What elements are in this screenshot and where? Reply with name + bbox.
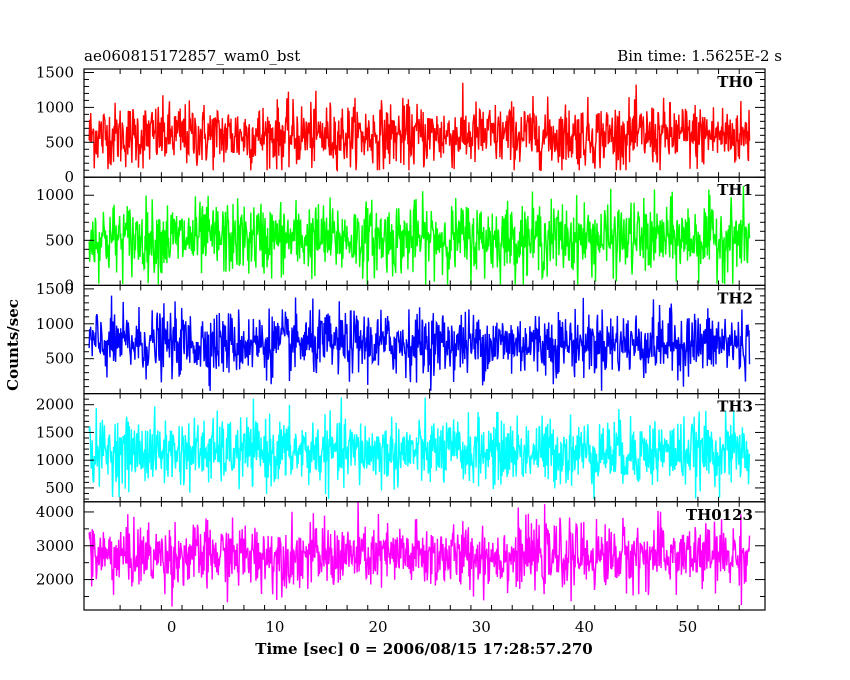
series-th0-line <box>88 82 751 173</box>
y-tick-label: 4000 <box>36 503 74 521</box>
x-tick-label: 50 <box>678 618 697 636</box>
panel-th3: 500 1000 1500 2000 TH3 <box>36 393 766 503</box>
y-tick-label: 1500 <box>36 280 74 298</box>
panel-th1: 0 500 1000 TH1 <box>36 176 766 294</box>
series-th0123-line <box>88 502 751 607</box>
y-tick-label: 500 <box>45 350 74 368</box>
y-tick-label: 1000 <box>36 186 74 204</box>
y-tick-label: 0 <box>64 276 74 294</box>
panel-label: TH2 <box>717 289 753 307</box>
chart-title-left: ae060815172857_wam0_bst <box>84 47 300 65</box>
y-tick-label: 1000 <box>36 98 74 116</box>
panel-label: TH0123 <box>686 506 753 524</box>
y-tick-label: 500 <box>45 231 74 249</box>
x-tick-label: 30 <box>472 618 491 636</box>
panel-label: TH3 <box>717 398 753 416</box>
series-th2-line <box>88 295 751 391</box>
x-tick-label: 0 <box>167 618 177 636</box>
y-tick-label: 1000 <box>36 451 74 469</box>
x-tick-label: 20 <box>369 618 388 636</box>
x-tick-label: 10 <box>265 618 284 636</box>
panel-label: TH0 <box>717 73 753 91</box>
series-th3-line <box>88 397 751 500</box>
x-axis-label: Time [sec] 0 = 2006/08/15 17:28:57.270 <box>255 640 592 658</box>
y-axis-label: Counts/sec <box>4 299 22 391</box>
x-axis: 0 10 20 30 40 50 <box>167 618 697 636</box>
y-tick-label: 1500 <box>36 63 74 81</box>
panel-th2: 500 1000 1500 TH2 <box>36 280 766 395</box>
panel-th0: 0 500 1000 1500 TH0 <box>36 63 766 186</box>
y-tick-label: 1500 <box>36 423 74 441</box>
panel-th0123: 2000 3000 4000 TH0123 <box>36 501 766 611</box>
y-tick-label: 2000 <box>36 571 74 589</box>
y-tick-label: 0 <box>64 168 74 186</box>
panel-frame <box>83 501 766 611</box>
y-tick-label: 500 <box>45 133 74 151</box>
x-tick-label: 40 <box>575 618 594 636</box>
panels-group: 0 500 1000 1500 TH0 0 500 1000 TH1 500 1000 1500 TH2… <box>36 63 766 611</box>
y-tick-label: 3000 <box>36 537 74 555</box>
chart-title-right: Bin time: 1.5625E-2 s <box>617 47 782 65</box>
y-tick-label: 2000 <box>36 396 74 414</box>
panel-label: TH1 <box>717 181 753 199</box>
series-th1-line <box>88 186 751 285</box>
y-tick-label: 1000 <box>36 315 74 333</box>
y-tick-label: 500 <box>45 479 74 497</box>
